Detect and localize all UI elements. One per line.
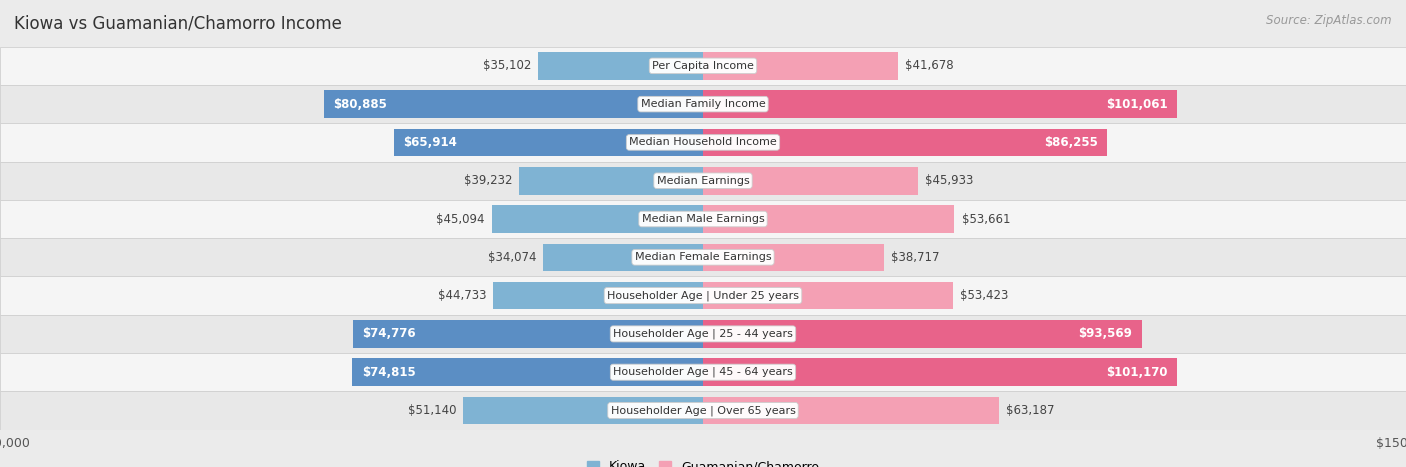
Bar <box>543 243 703 271</box>
Text: Kiowa vs Guamanian/Chamorro Income: Kiowa vs Guamanian/Chamorro Income <box>14 14 342 32</box>
Text: $63,187: $63,187 <box>1007 404 1054 417</box>
Bar <box>394 128 703 156</box>
Bar <box>703 167 918 195</box>
Bar <box>492 205 703 233</box>
Bar <box>353 358 703 386</box>
Text: Median Household Income: Median Household Income <box>628 137 778 148</box>
Bar <box>0 47 1406 85</box>
Text: $39,232: $39,232 <box>464 174 512 187</box>
Bar <box>0 162 1406 200</box>
Text: $86,255: $86,255 <box>1045 136 1098 149</box>
Text: $53,423: $53,423 <box>960 289 1008 302</box>
Text: $45,933: $45,933 <box>925 174 974 187</box>
Bar <box>0 123 1406 162</box>
Text: Householder Age | 25 - 44 years: Householder Age | 25 - 44 years <box>613 329 793 339</box>
Bar <box>494 282 703 310</box>
Text: $93,569: $93,569 <box>1078 327 1132 340</box>
Bar <box>703 358 1177 386</box>
Bar <box>703 205 955 233</box>
Bar <box>353 320 703 348</box>
Bar <box>0 353 1406 391</box>
Text: Median Earnings: Median Earnings <box>657 176 749 186</box>
Bar <box>703 52 898 80</box>
Bar <box>703 320 1142 348</box>
Bar <box>703 90 1177 118</box>
Text: Median Family Income: Median Family Income <box>641 99 765 109</box>
Text: $74,815: $74,815 <box>361 366 416 379</box>
Text: $44,733: $44,733 <box>437 289 486 302</box>
Text: $80,885: $80,885 <box>333 98 387 111</box>
Text: Per Capita Income: Per Capita Income <box>652 61 754 71</box>
Text: Householder Age | Under 25 years: Householder Age | Under 25 years <box>607 290 799 301</box>
Bar <box>703 243 884 271</box>
Bar <box>0 238 1406 276</box>
Bar <box>0 391 1406 430</box>
Text: Median Female Earnings: Median Female Earnings <box>634 252 772 262</box>
Bar <box>0 315 1406 353</box>
Bar <box>464 396 703 425</box>
Text: $45,094: $45,094 <box>436 212 485 226</box>
Text: $34,074: $34,074 <box>488 251 536 264</box>
Text: $65,914: $65,914 <box>404 136 457 149</box>
Bar <box>538 52 703 80</box>
Legend: Kiowa, Guamanian/Chamorro: Kiowa, Guamanian/Chamorro <box>586 460 820 467</box>
Text: Median Male Earnings: Median Male Earnings <box>641 214 765 224</box>
Text: $35,102: $35,102 <box>484 59 531 72</box>
Text: $101,061: $101,061 <box>1105 98 1167 111</box>
Text: $74,776: $74,776 <box>361 327 416 340</box>
Text: $53,661: $53,661 <box>962 212 1010 226</box>
Bar <box>323 90 703 118</box>
Bar <box>703 128 1108 156</box>
Text: $38,717: $38,717 <box>891 251 941 264</box>
Text: $41,678: $41,678 <box>905 59 955 72</box>
Bar <box>0 200 1406 238</box>
Text: Householder Age | 45 - 64 years: Householder Age | 45 - 64 years <box>613 367 793 377</box>
Bar <box>0 85 1406 123</box>
Text: $101,170: $101,170 <box>1107 366 1168 379</box>
Text: $51,140: $51,140 <box>408 404 457 417</box>
Text: Source: ZipAtlas.com: Source: ZipAtlas.com <box>1267 14 1392 27</box>
Bar <box>0 276 1406 315</box>
Bar <box>703 282 953 310</box>
Bar <box>703 396 1000 425</box>
Text: Householder Age | Over 65 years: Householder Age | Over 65 years <box>610 405 796 416</box>
Bar <box>519 167 703 195</box>
